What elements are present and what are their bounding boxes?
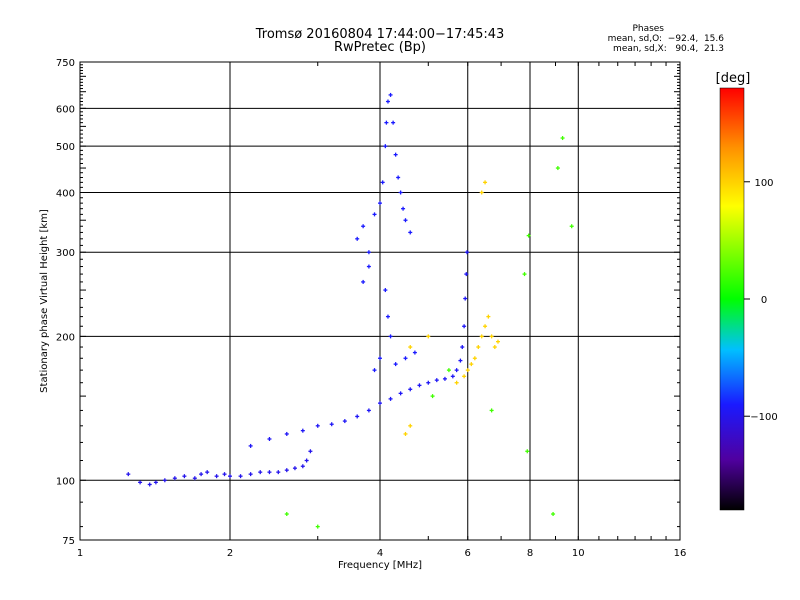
x-tick-label: 16 [674, 548, 687, 559]
y-tick-label: 750 [56, 58, 75, 69]
data-points [126, 92, 574, 529]
x-axis-label: Frequency [MHz] [338, 560, 422, 571]
colorbar-label: [deg] [716, 71, 751, 86]
y-tick-label: 500 [56, 142, 75, 153]
colorbar-tick-label: 100 [754, 178, 773, 189]
grid-lines [80, 62, 680, 540]
x-tick-label: 4 [377, 548, 383, 559]
x-tick-label: 2 [227, 548, 233, 559]
chart-subtitle: RwPretec (Bp) [333, 40, 427, 55]
y-tick-label: 200 [56, 332, 75, 343]
chart-title: Tromsø 20160804 17:44:00−17:45:43 [255, 27, 505, 42]
y-axis-label: Stationary phase Virtual Height [km] [39, 209, 50, 393]
colorbar-tick-label: −100 [750, 412, 777, 423]
y-axis: 75 100 200 300 400 500 600 750 [56, 58, 680, 547]
phases-mean-x: mean, sd,X: 90.4, 21.3 [613, 44, 724, 54]
y-tick-label: 300 [56, 248, 75, 259]
colorbar [719, 87, 745, 511]
y-tick-label: 600 [56, 104, 75, 115]
colorbar-tick-label: 0 [761, 295, 767, 306]
y-tick-label: 75 [62, 536, 75, 547]
y-tick-label: 100 [56, 476, 75, 487]
colorbar-ticks: 100 0 −100 [744, 178, 778, 423]
x-tick-label: 8 [527, 548, 533, 559]
phases-mean-o: mean, sd,O: −92.4, 15.6 [607, 34, 724, 44]
phases-title: Phases [632, 24, 664, 34]
x-axis: 1 2 4 6 8 10 16 [77, 62, 687, 559]
x-tick-label: 1 [77, 548, 83, 559]
x-tick-label: 10 [572, 548, 585, 559]
y-tick-label: 400 [56, 188, 75, 199]
x-tick-label: 6 [465, 548, 471, 559]
